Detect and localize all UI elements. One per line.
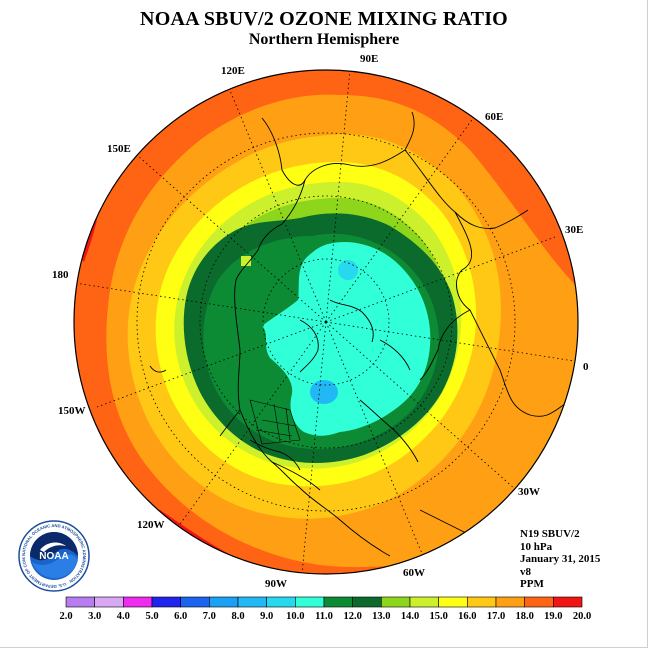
info-instrument: N19 SBUV/2 bbox=[520, 528, 580, 540]
graticule bbox=[74, 70, 575, 574]
state-borders bbox=[249, 399, 301, 445]
lon-label-90e: 90E bbox=[360, 53, 378, 65]
ozone-spot-13-14 bbox=[241, 256, 251, 266]
lon-label-60e: 60E bbox=[485, 111, 503, 123]
ozone-field bbox=[74, 70, 578, 574]
lon-label-120e: 120E bbox=[221, 65, 245, 77]
lon-label-180: 180 bbox=[52, 269, 69, 281]
page-title: NOAA SBUV/2 OZONE MIXING RATIO bbox=[140, 8, 508, 30]
coastlines bbox=[149, 111, 569, 557]
lon-label-150w: 150W bbox=[58, 405, 86, 417]
logo-text: NOAA bbox=[39, 551, 68, 562]
info-date: January 31, 2015 bbox=[520, 553, 601, 566]
lon-label-120w: 120W bbox=[137, 519, 165, 531]
ozone-spot-7-8 bbox=[310, 380, 338, 404]
lon-label-60w: 60W bbox=[403, 567, 425, 579]
info-version: v8 bbox=[520, 565, 531, 578]
lon-label-0: 0 bbox=[583, 361, 589, 373]
lon-label-90w: 90W bbox=[265, 578, 287, 590]
noaa-logo-icon: NOAA NATIONAL OCEANIC AND ATMOSPHERIC AD… bbox=[18, 520, 90, 592]
ozone-spot-8-9 bbox=[338, 260, 358, 280]
lon-label-30e: 30E bbox=[565, 224, 583, 236]
ozone-band-9-10 bbox=[262, 242, 431, 436]
info-units: PPM bbox=[520, 578, 544, 591]
page-subtitle: Northern Hemisphere bbox=[248, 31, 400, 48]
info-level: 10 hPa bbox=[520, 540, 553, 553]
lon-label-30w: 30W bbox=[518, 486, 540, 498]
longitude-labels: 90E 120E 60E 150E 30E 180 0 150W 30W 120… bbox=[52, 53, 589, 590]
lon-label-150e: 150E bbox=[107, 143, 131, 155]
info-block: N19 SBUV/2 10 hPa January 31, 2015 v8 PP… bbox=[520, 528, 600, 591]
map-boundary bbox=[73, 69, 579, 575]
